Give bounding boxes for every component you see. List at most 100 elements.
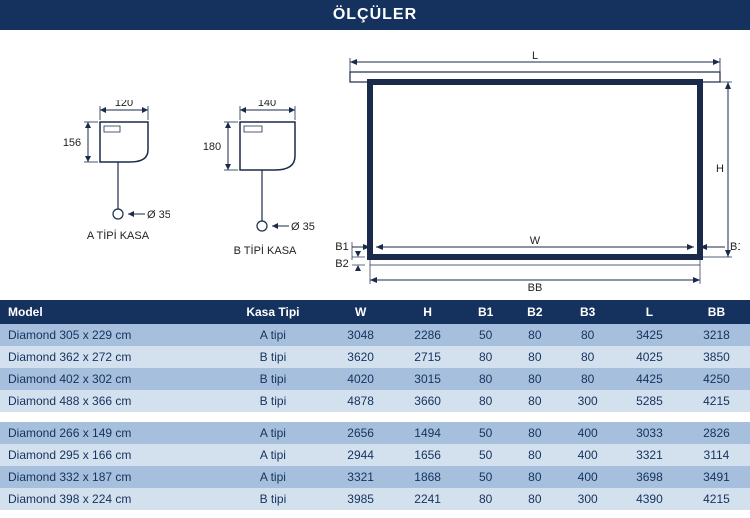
table-cell: 2241 — [394, 488, 461, 510]
table-cell: 3850 — [683, 346, 750, 368]
table-cell: 3985 — [327, 488, 394, 510]
table-cell: 80 — [559, 368, 616, 390]
case-b-diameter-label: Ø 35 — [291, 221, 315, 233]
table-cell: 4250 — [683, 368, 750, 390]
table-cell: 2286 — [394, 324, 461, 346]
table-row: Diamond 266 x 149 cmA tipi26561494508040… — [0, 422, 750, 444]
table-cell: B tipi — [219, 390, 327, 412]
col-header: Model — [0, 300, 219, 324]
screen-H-label: H — [716, 163, 724, 175]
table-cell: Diamond 332 x 187 cm — [0, 466, 219, 488]
table-cell: 80 — [510, 444, 559, 466]
table-cell: 80 — [510, 488, 559, 510]
table-row: Diamond 398 x 224 cmB tipi39852241808030… — [0, 488, 750, 510]
table-cell: 4390 — [616, 488, 683, 510]
table-cell: 4020 — [327, 368, 394, 390]
dimensions-table: ModelKasa TipiWHB1B2B3LBB Diamond 305 x … — [0, 300, 750, 510]
table-cell: A tipi — [219, 466, 327, 488]
screen-W-label: W — [530, 235, 541, 247]
screen-B1-left-label: B1 — [335, 241, 348, 253]
table-cell: 3620 — [327, 346, 394, 368]
table-cell: 3321 — [616, 444, 683, 466]
table-cell: A tipi — [219, 444, 327, 466]
table-cell: 400 — [559, 444, 616, 466]
table-cell: 80 — [510, 324, 559, 346]
case-a-height-label: 156 — [63, 137, 81, 149]
screen-BB-label: BB — [528, 282, 543, 294]
table-row: Diamond 362 x 272 cmB tipi36202715808080… — [0, 346, 750, 368]
group-gap — [0, 412, 750, 422]
table-cell: 50 — [461, 324, 510, 346]
case-a-diameter-label: Ø 35 — [147, 209, 170, 221]
table-cell: Diamond 295 x 166 cm — [0, 444, 219, 466]
table-cell: 2826 — [683, 422, 750, 444]
table-cell: 50 — [461, 422, 510, 444]
table-cell: 2715 — [394, 346, 461, 368]
col-header: BB — [683, 300, 750, 324]
title-bar: ÖLÇÜLER — [0, 0, 750, 30]
col-header: H — [394, 300, 461, 324]
table-cell: Diamond 266 x 149 cm — [0, 422, 219, 444]
table-cell: 3425 — [616, 324, 683, 346]
diagram-area: 120 156 Ø 35 A TİPİ KASA — [0, 30, 750, 300]
table-cell: Diamond 488 x 366 cm — [0, 390, 219, 412]
table-cell: 80 — [461, 390, 510, 412]
table-cell: 3698 — [616, 466, 683, 488]
table-cell: 3491 — [683, 466, 750, 488]
table-cell: 50 — [461, 466, 510, 488]
table-cell: B tipi — [219, 488, 327, 510]
screen-L-label: L — [532, 50, 538, 62]
col-header: B1 — [461, 300, 510, 324]
table-cell: 400 — [559, 422, 616, 444]
col-header: L — [616, 300, 683, 324]
table-row: Diamond 402 x 302 cmB tipi40203015808080… — [0, 368, 750, 390]
col-header: W — [327, 300, 394, 324]
table-row: Diamond 488 x 366 cmB tipi48783660808030… — [0, 390, 750, 412]
table-cell: 80 — [510, 466, 559, 488]
table-cell: 80 — [510, 422, 559, 444]
table-cell: 4425 — [616, 368, 683, 390]
table-cell: 80 — [461, 346, 510, 368]
col-header: B2 — [510, 300, 559, 324]
table-cell: 4215 — [683, 390, 750, 412]
table-cell: 2944 — [327, 444, 394, 466]
screen-B2-label: B2 — [335, 258, 348, 270]
case-b-height-label: 180 — [203, 141, 221, 153]
table-cell: 3660 — [394, 390, 461, 412]
table-cell: A tipi — [219, 324, 327, 346]
table-cell: 3218 — [683, 324, 750, 346]
table-row: Diamond 305 x 229 cmA tipi30482286508080… — [0, 324, 750, 346]
table-cell: 1656 — [394, 444, 461, 466]
table-cell: 2656 — [327, 422, 394, 444]
table-cell: 3033 — [616, 422, 683, 444]
screen-B1-right-label: B1 — [730, 241, 740, 253]
table-cell: 80 — [559, 346, 616, 368]
table-cell: B tipi — [219, 346, 327, 368]
table-row: Diamond 332 x 187 cmA tipi33211868508040… — [0, 466, 750, 488]
table-cell: 80 — [510, 346, 559, 368]
case-a-width-label: 120 — [115, 100, 133, 109]
table-cell: 300 — [559, 488, 616, 510]
table-cell: 5285 — [616, 390, 683, 412]
table-cell: 3048 — [327, 324, 394, 346]
table-cell: 400 — [559, 466, 616, 488]
table-cell: 80 — [461, 368, 510, 390]
table-cell: 1494 — [394, 422, 461, 444]
table-cell: Diamond 362 x 272 cm — [0, 346, 219, 368]
case-a-caption: A TİPİ KASA — [68, 230, 168, 242]
table-cell: 80 — [559, 324, 616, 346]
table-cell: 80 — [510, 390, 559, 412]
table-cell: 80 — [461, 488, 510, 510]
table-cell: 4215 — [683, 488, 750, 510]
table-row: Diamond 295 x 166 cmA tipi29441656508040… — [0, 444, 750, 466]
table-cell: 4025 — [616, 346, 683, 368]
table-cell: 3321 — [327, 466, 394, 488]
table-cell: A tipi — [219, 422, 327, 444]
table-cell: Diamond 398 x 224 cm — [0, 488, 219, 510]
table-cell: 3114 — [683, 444, 750, 466]
screen-diagram: L H W B1 B1 — [330, 50, 740, 300]
table-cell: 4878 — [327, 390, 394, 412]
col-header: B3 — [559, 300, 616, 324]
table-cell: 3015 — [394, 368, 461, 390]
case-b-caption: B TİPİ KASA — [215, 245, 315, 257]
